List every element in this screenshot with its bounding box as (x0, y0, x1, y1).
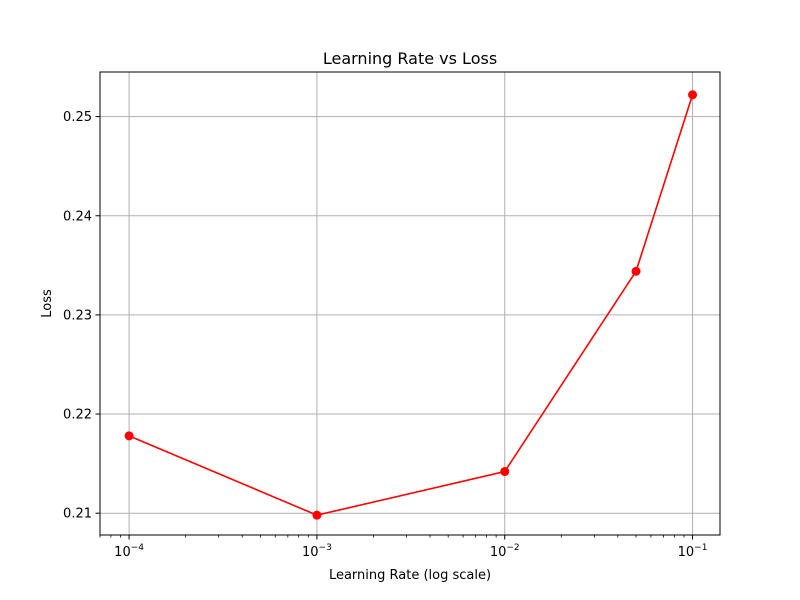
x-tick-label: 10−2 (490, 543, 520, 560)
x-axis-label: Learning Rate (log scale) (329, 568, 491, 583)
loss-series-line (128, 94, 694, 517)
data-point-marker (688, 90, 698, 100)
data-point-marker (312, 510, 322, 520)
chart-title: Learning Rate vs Loss (323, 49, 497, 68)
y-axis-label: Loss (40, 289, 55, 318)
x-tick-label: 10−1 (678, 543, 708, 560)
y-tick-label: 0.23 (63, 308, 92, 323)
y-tick-label: 0.21 (63, 507, 92, 522)
y-tick-label: 0.22 (63, 408, 92, 423)
data-point-marker (124, 431, 134, 441)
x-tick-label: 10−4 (114, 543, 144, 560)
plot-frame (99, 71, 721, 536)
y-tick-label: 0.25 (63, 110, 92, 125)
data-point-marker (631, 266, 641, 276)
tick-layer: 10−4 10−3 10−2 10−1 0.21 0.22 0.23 0.24 0.25 (63, 110, 707, 560)
series-layer (124, 90, 698, 520)
y-tick-label: 0.24 (63, 209, 92, 224)
x-tick-label: 10−3 (302, 543, 332, 560)
data-point-marker (500, 467, 510, 477)
grid-layer (100, 72, 720, 535)
